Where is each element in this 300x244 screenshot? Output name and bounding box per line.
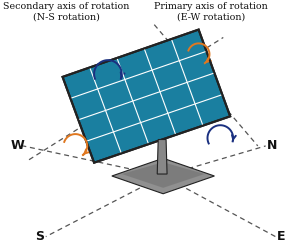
- Text: N: N: [266, 139, 277, 152]
- Polygon shape: [157, 140, 167, 174]
- Text: E: E: [277, 230, 286, 243]
- Text: W: W: [10, 139, 24, 152]
- Text: Secondary axis of rotation
(N-S rotation): Secondary axis of rotation (N-S rotation…: [3, 2, 130, 21]
- Polygon shape: [112, 158, 214, 194]
- Text: S: S: [35, 230, 44, 243]
- Text: Primary axis of rotation
(E-W rotation): Primary axis of rotation (E-W rotation): [154, 2, 268, 21]
- Polygon shape: [122, 162, 205, 188]
- Polygon shape: [63, 30, 230, 163]
